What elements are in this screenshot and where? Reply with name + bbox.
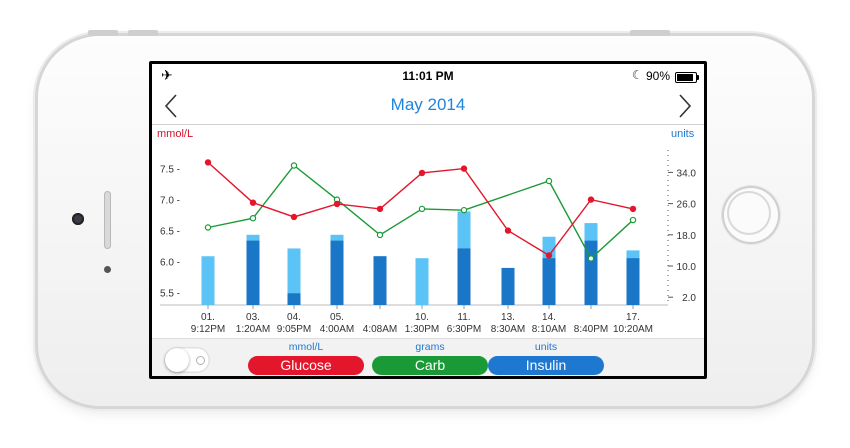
insulin-bar-dark[interactable] (542, 258, 556, 305)
glucose-point[interactable] (460, 165, 468, 172)
insulin-bar-dark[interactable] (246, 240, 260, 305)
home-button[interactable] (722, 186, 780, 244)
glucose-button[interactable]: Glucose (248, 356, 364, 375)
right-axis-unit: units (671, 128, 695, 140)
glucose-chart[interactable]: 5.5 - 6.0 - 6.5 - 7.0 - 7.5 - 2.0 10.0 18.0 26.0… (152, 124, 704, 338)
insulin-button[interactable]: Insulin (488, 356, 604, 375)
left-tick-label: 7.0 - (160, 196, 180, 207)
insulin-bar-light[interactable] (415, 258, 429, 305)
status-time: 11:01 PM (402, 69, 454, 83)
x-tick-time: 4:08AM (363, 324, 397, 335)
carb-point[interactable] (204, 224, 212, 231)
carb-point[interactable] (460, 206, 468, 214)
right-tick-label: 26.0 (677, 200, 697, 211)
x-tick-time: 8:10AM (532, 324, 566, 335)
insulin-bar-dark[interactable] (501, 267, 515, 305)
left-tick-label: 6.5 - (160, 227, 180, 238)
status-bar: ✈ 11:01 PM ☾ 90% (152, 64, 704, 88)
insulin-bar-dark[interactable] (457, 248, 471, 305)
right-tick-label: 18.0 (677, 231, 697, 242)
left-axis-unit: mmol/L (157, 128, 194, 140)
toggle-knob (165, 348, 189, 372)
insulin-bar-dark[interactable] (584, 240, 598, 305)
carb-point[interactable] (545, 177, 553, 185)
x-tick-time: 9:05PM (277, 324, 311, 335)
insulin-bar-light[interactable] (287, 248, 301, 305)
right-tick-label: 2.0 (682, 293, 696, 304)
moon-icon: ☾ (632, 68, 643, 82)
x-tick-time: 1:30PM (405, 324, 439, 335)
x-tick-time: 4:00AM (320, 324, 354, 335)
power-button (630, 30, 670, 36)
left-tick-label: 5.5 - (160, 289, 180, 300)
x-tick-time: 8:40PM (574, 324, 608, 335)
display-toggle[interactable] (164, 347, 210, 373)
legend-glucose-unit: mmol/L (288, 341, 324, 353)
battery-icon (675, 72, 699, 83)
left-tick-label: 7.5 - (160, 165, 180, 176)
carb-button[interactable]: Carb (372, 356, 488, 375)
x-tick-day: 04. (287, 312, 301, 323)
battery-percent: 90% (646, 69, 671, 83)
glucose-point[interactable] (290, 213, 298, 221)
x-tick-day: 03. (246, 312, 260, 323)
carb-point[interactable] (629, 216, 637, 224)
chevron-right-icon[interactable] (672, 92, 696, 120)
x-tick-day: 05. (330, 312, 344, 323)
glucose-point[interactable] (204, 159, 212, 166)
carb-point[interactable] (249, 214, 257, 222)
legend-insulin[interactable]: units Insulin (488, 341, 604, 375)
legend-carb-unit: grams (415, 341, 445, 353)
earpiece-speaker (104, 191, 111, 249)
carb-point[interactable] (587, 255, 595, 262)
app-display: ✈ 11:01 PM ☾ 90% May 2014 mmol/L units 5… (152, 64, 704, 376)
right-tick-label: 34.0 (677, 168, 697, 179)
x-tick-day: 17. (626, 312, 640, 323)
x-tick-time: 9:12PM (191, 324, 225, 335)
x-tick-day: 11. (457, 312, 470, 323)
insulin-bar-light[interactable] (201, 256, 215, 305)
insulin-bar-dark[interactable] (626, 258, 640, 305)
volume-down-button (128, 30, 158, 36)
glucose-point[interactable] (504, 227, 512, 234)
x-tick-day: 10. (415, 312, 429, 323)
x-tick-day: 13. (501, 312, 515, 323)
x-tick-time: 1:20AM (236, 324, 270, 335)
glucose-point[interactable] (333, 200, 341, 208)
legend-insulin-unit: units (534, 341, 558, 353)
proximity-sensor (104, 266, 111, 273)
right-tick-label: 10.0 (677, 262, 697, 273)
x-tick-time: 6:30PM (447, 324, 481, 335)
glucose-point[interactable] (376, 205, 384, 213)
phone-screen: ✈ 11:01 PM ☾ 90% May 2014 mmol/L units 5… (149, 61, 707, 379)
front-camera (72, 213, 84, 225)
battery-level (677, 74, 694, 81)
chevron-left-icon[interactable] (160, 92, 184, 120)
nav-bar: May 2014 (152, 88, 704, 125)
glucose-point[interactable] (249, 199, 257, 206)
airplane-icon: ✈ (161, 67, 173, 83)
insulin-bar-dark[interactable] (373, 256, 387, 305)
glucose-point[interactable] (545, 252, 553, 259)
x-tick-time: 8:30AM (491, 324, 525, 335)
insulin-bar-dark[interactable] (330, 240, 344, 305)
toggle-off-indicator (196, 356, 205, 365)
carb-point[interactable] (290, 162, 298, 169)
x-tick-time: 10:20AM (613, 324, 653, 335)
legend-footer: mmol/L Glucose grams Carb units Insulin (152, 338, 704, 376)
legend-carb[interactable]: grams Carb (372, 341, 488, 375)
insulin-bar-dark[interactable] (287, 293, 301, 305)
x-tick-day: 01. (201, 312, 215, 323)
month-title: May 2014 (390, 95, 466, 114)
carb-line (207, 164, 634, 260)
carb-point[interactable] (376, 231, 384, 239)
left-tick-label: 6.0 - (160, 258, 180, 269)
x-tick-day: 14. (542, 312, 556, 323)
carb-point[interactable] (418, 205, 426, 213)
volume-up-button (88, 30, 118, 36)
glucose-point[interactable] (629, 205, 637, 213)
glucose-point[interactable] (587, 196, 595, 203)
legend-glucose[interactable]: mmol/L Glucose (248, 341, 364, 375)
glucose-point[interactable] (418, 169, 426, 177)
